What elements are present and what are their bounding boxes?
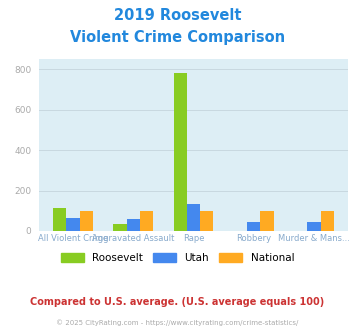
Legend: Roosevelt, Utah, National: Roosevelt, Utah, National [56, 248, 299, 267]
Bar [66, 218, 80, 231]
Bar [187, 204, 200, 231]
Text: 2019 Roosevelt: 2019 Roosevelt [114, 8, 241, 23]
Bar [260, 211, 274, 231]
Bar [53, 208, 66, 231]
Text: Violent Crime Comparison: Violent Crime Comparison [70, 30, 285, 45]
Bar [247, 222, 260, 231]
Bar [113, 224, 127, 231]
Text: © 2025 CityRating.com - https://www.cityrating.com/crime-statistics/: © 2025 CityRating.com - https://www.city… [56, 319, 299, 326]
Bar [80, 211, 93, 231]
Bar [200, 211, 213, 231]
Bar [140, 211, 153, 231]
Text: Compared to U.S. average. (U.S. average equals 100): Compared to U.S. average. (U.S. average … [31, 297, 324, 307]
Bar [174, 73, 187, 231]
Bar [307, 222, 321, 231]
Bar [127, 219, 140, 231]
Bar [321, 211, 334, 231]
